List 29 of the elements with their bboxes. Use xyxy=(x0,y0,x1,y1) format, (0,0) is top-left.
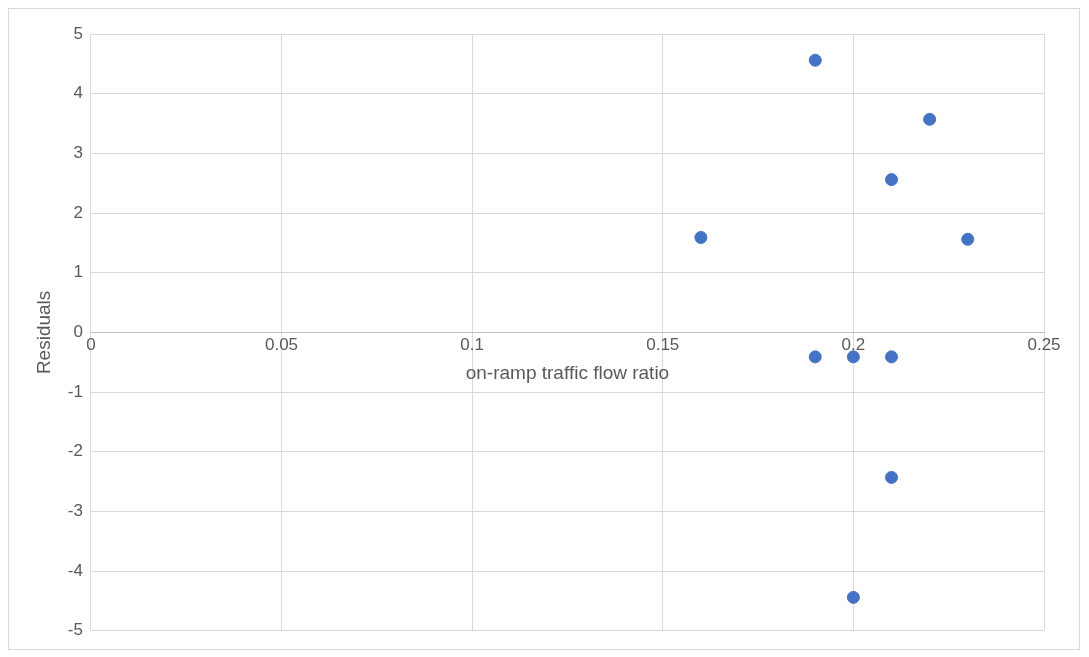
point xyxy=(846,590,860,604)
point xyxy=(885,470,899,484)
point xyxy=(885,173,899,187)
x-tick-label: 0.2 xyxy=(841,335,866,355)
x-tick-label: 0.05 xyxy=(264,335,299,355)
y-tick-label: 1 xyxy=(73,262,83,282)
point xyxy=(846,350,860,364)
y-tick-label: -4 xyxy=(67,560,83,580)
point xyxy=(923,112,937,126)
point xyxy=(961,232,975,246)
y-axis-title: Residuals xyxy=(32,290,54,375)
x-tick-label: 0.25 xyxy=(1027,335,1061,355)
y-tick-label: 0 xyxy=(73,322,83,342)
point xyxy=(808,350,822,364)
y-tick-label: -3 xyxy=(67,501,83,521)
x-tick-label: 0.1 xyxy=(460,335,484,355)
point xyxy=(885,350,899,364)
y-tick-label: -1 xyxy=(67,381,83,401)
y-tick-label: 3 xyxy=(73,143,83,163)
x-tick-label: 0.15 xyxy=(646,335,680,355)
y-tick-label: -2 xyxy=(67,441,83,461)
point xyxy=(808,53,822,67)
y-tick-label: 2 xyxy=(73,202,83,222)
point xyxy=(694,231,708,245)
y-tick-label: 5 xyxy=(73,23,83,43)
y-tick-label: -5 xyxy=(67,620,83,640)
y-tick-label: 4 xyxy=(73,83,83,103)
x-tick-label: 0 xyxy=(86,335,96,355)
x-axis-title: on-ramp traffic flow ratio xyxy=(465,362,670,384)
